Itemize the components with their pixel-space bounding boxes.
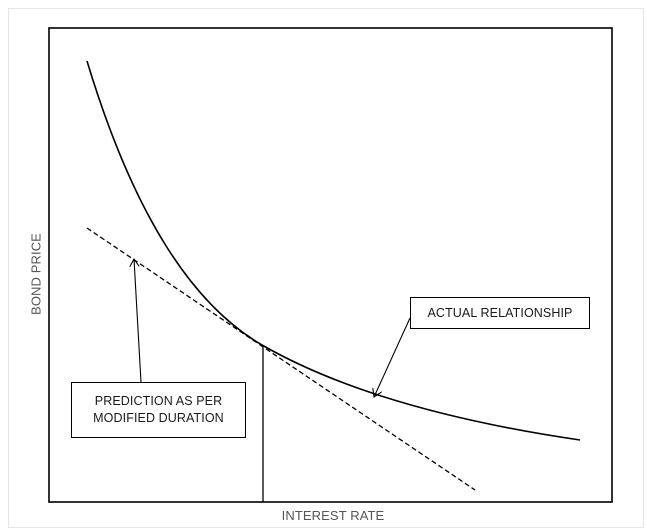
prediction-callout-line2: MODIFIED DURATION: [93, 411, 224, 425]
actual-relationship-curve: [86, 60, 581, 441]
figure-frame: [8, 8, 644, 528]
prediction-callout-line1: PREDICTION AS PER: [94, 394, 223, 408]
prediction-callout-arrow: [134, 259, 142, 383]
x-axis-label: INTEREST RATE: [281, 508, 385, 523]
y-axis-label: BOND PRICE: [28, 233, 44, 315]
tangent-line: [86, 227, 476, 491]
actual-callout-arrow: [374, 317, 411, 397]
actual-relationship-callout: ACTUAL RELATIONSHIP: [410, 297, 590, 329]
prediction-callout: PREDICTION AS PER MODIFIED DURATION: [71, 382, 246, 438]
plot-frame: [48, 27, 613, 503]
